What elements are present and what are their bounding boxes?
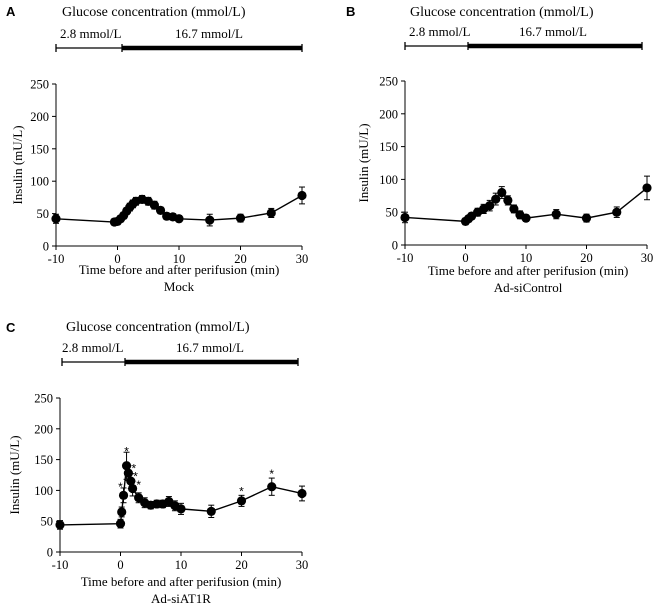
x-tick-label: 10 [520, 251, 533, 265]
y-axis-label: Insulin (mU/L) [7, 435, 22, 514]
y-tick-label: 0 [392, 239, 398, 253]
y-tick-label: 150 [30, 142, 49, 156]
data-point [236, 496, 247, 506]
x-tick-label: -10 [48, 252, 65, 266]
glucose-bar: Glucose concentration (mmol/L) 2.8 mmol/L… [55, 5, 303, 52]
data-point [266, 208, 276, 218]
x-tick-label: 0 [462, 251, 468, 265]
glucose-bar: Glucose concentration (mmol/L) 2.8 mmol/L… [61, 320, 299, 366]
x-tick-label: 0 [117, 558, 123, 572]
data-point [509, 204, 519, 214]
x-axis-label: Time before and after perifusion (min) [428, 263, 629, 278]
data-point [51, 214, 61, 224]
y-tick-label: 250 [30, 78, 49, 92]
data-point [551, 209, 561, 219]
data-point [115, 519, 126, 529]
significance-star: * [118, 480, 123, 494]
y-tick-label: 100 [379, 173, 398, 187]
x-tick-label: 20 [235, 558, 248, 572]
data-point [491, 194, 501, 204]
data-point [206, 506, 216, 516]
data-point [485, 201, 495, 211]
data-point [235, 213, 246, 223]
data-point [503, 195, 513, 205]
y-tick-label: 150 [379, 140, 398, 154]
y-tick-label: 200 [30, 110, 49, 124]
panel-c: C Glucose concentration (mmol/L) 2.8 mmol/… [6, 320, 308, 606]
data-point [297, 488, 307, 499]
y-tick-label: 100 [30, 175, 49, 189]
significance-star: * [136, 478, 141, 492]
glucose-bar-title: Glucose concentration (mmol/L) [66, 320, 250, 335]
y-tick-label: 250 [34, 392, 53, 406]
x-tick-label: 30 [296, 558, 309, 572]
panel-a: A Glucose concentration (mmol/L) 2.8 mmol/… [6, 4, 308, 294]
high-glucose-label: 16.7 mmol/L [175, 26, 243, 41]
x-tick-label: 20 [234, 252, 247, 266]
data-point [267, 482, 277, 492]
data-point [205, 215, 215, 225]
x-tick-label: 0 [114, 252, 120, 266]
data-point [612, 207, 622, 217]
x-tick-label: 10 [175, 558, 188, 572]
y-tick-label: 0 [47, 546, 53, 560]
data-point [117, 507, 127, 517]
x-axis-label: Time before and after perifusion (min) [79, 262, 280, 277]
x-axis-label: Time before and after perifusion (min) [81, 574, 282, 589]
y-axis-label: Insulin (mU/L) [356, 123, 371, 202]
x-tick-label: -10 [397, 251, 414, 265]
significance-star: * [239, 484, 244, 498]
y-tick-label: 0 [43, 240, 49, 254]
glucose-bar-title: Glucose concentration (mmol/L) [410, 5, 594, 20]
y-tick-label: 50 [37, 207, 50, 221]
data-point [55, 520, 65, 530]
significance-star: * [131, 462, 136, 476]
data-point [155, 205, 166, 215]
y-tick-label: 200 [34, 422, 53, 436]
y-tick-label: 100 [34, 484, 53, 498]
significance-star: * [269, 467, 274, 481]
y-tick-label: 250 [379, 75, 398, 89]
panel-letter: A [6, 4, 16, 19]
data-point [176, 504, 186, 514]
low-glucose-label: 2.8 mmol/L [62, 340, 123, 355]
low-glucose-label: 2.8 mmol/L [60, 26, 121, 41]
series-line [59, 465, 303, 526]
data-point [174, 214, 184, 224]
panel-letter: C [6, 320, 16, 335]
significance-star: * [133, 470, 138, 484]
x-tick-label: 20 [580, 251, 593, 265]
data-point [497, 187, 507, 198]
data-point [581, 213, 592, 223]
glucose-bar-title: Glucose concentration (mmol/L) [62, 5, 246, 20]
high-glucose-label: 16.7 mmol/L [176, 340, 244, 355]
low-glucose-label: 2.8 mmol/L [409, 24, 470, 39]
panel-subtitle: Ad-siAT1R [151, 591, 211, 606]
x-tick-label: 10 [173, 252, 186, 266]
data-point [149, 200, 159, 210]
glucose-bar: Glucose concentration (mmol/L) 2.8 mmol/L… [404, 5, 643, 50]
x-tick-label: 30 [641, 251, 654, 265]
x-tick-label: -10 [52, 558, 69, 572]
y-axis-label: Insulin (mU/L) [10, 125, 25, 204]
data-point [297, 190, 307, 201]
panel-b: B Glucose concentration (mmol/L) 2.8 mmol/… [346, 4, 653, 295]
data-point [521, 213, 531, 223]
data-point [400, 212, 410, 223]
data-point [642, 183, 652, 193]
y-tick-label: 50 [386, 206, 399, 220]
x-tick-label: 30 [296, 252, 309, 266]
panel-subtitle: Mock [164, 279, 195, 294]
panel-subtitle: Ad-siControl [494, 280, 563, 295]
y-tick-label: 150 [34, 453, 53, 467]
y-tick-label: 50 [41, 515, 54, 529]
significance-star: * [124, 444, 129, 458]
data-point [118, 490, 129, 500]
y-tick-label: 200 [379, 107, 398, 121]
data-point [128, 483, 138, 494]
high-glucose-label: 16.7 mmol/L [519, 24, 587, 39]
panel-letter: B [346, 4, 355, 19]
